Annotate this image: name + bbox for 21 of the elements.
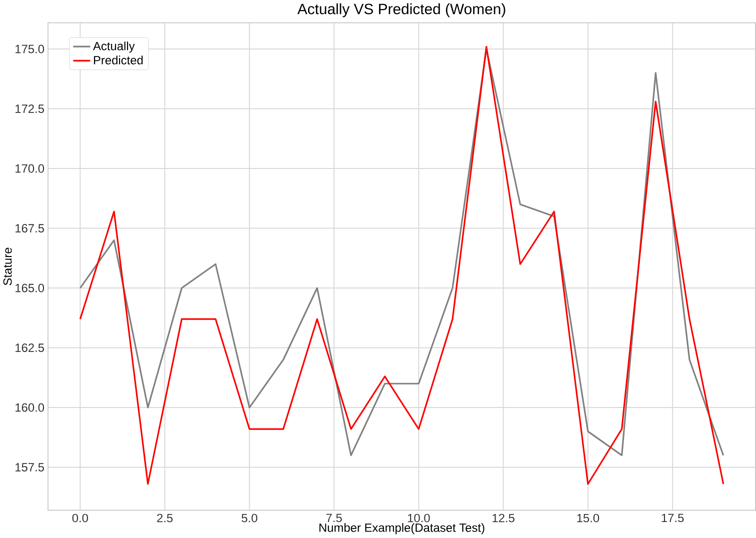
y-axis-title: Stature [3, 248, 12, 286]
legend-label: Predicted [94, 56, 143, 65]
x-tick-label: 10.0 [408, 514, 430, 522]
y-tick-label: 170.0 [16, 164, 44, 173]
x-tick-label: 5.0 [242, 514, 258, 522]
y-tick-label: 175.0 [16, 44, 44, 54]
x-tick-label: 7.5 [326, 514, 342, 522]
x-tick-label: 17.5 [662, 514, 684, 522]
y-tick-label: 160.0 [16, 404, 44, 412]
chart-title: Actually VS Predicted (Women) [297, 4, 506, 18]
y-tick-label: 165.0 [16, 284, 44, 292]
x-tick-label: 12.5 [492, 514, 514, 522]
y-tick-label: 162.5 [16, 344, 44, 352]
y-tick-label: 172.5 [16, 104, 44, 114]
x-tick-label: 15.0 [577, 514, 600, 522]
legend-label: Actually [93, 42, 135, 53]
y-tick-label: 167.5 [16, 224, 44, 233]
y-tick-label: 157.5 [16, 463, 44, 472]
x-tick-label: 0.0 [72, 514, 88, 522]
x-axis-title: Number Example(Dataset Test) [319, 523, 484, 534]
x-tick-label: 2.5 [157, 514, 173, 522]
